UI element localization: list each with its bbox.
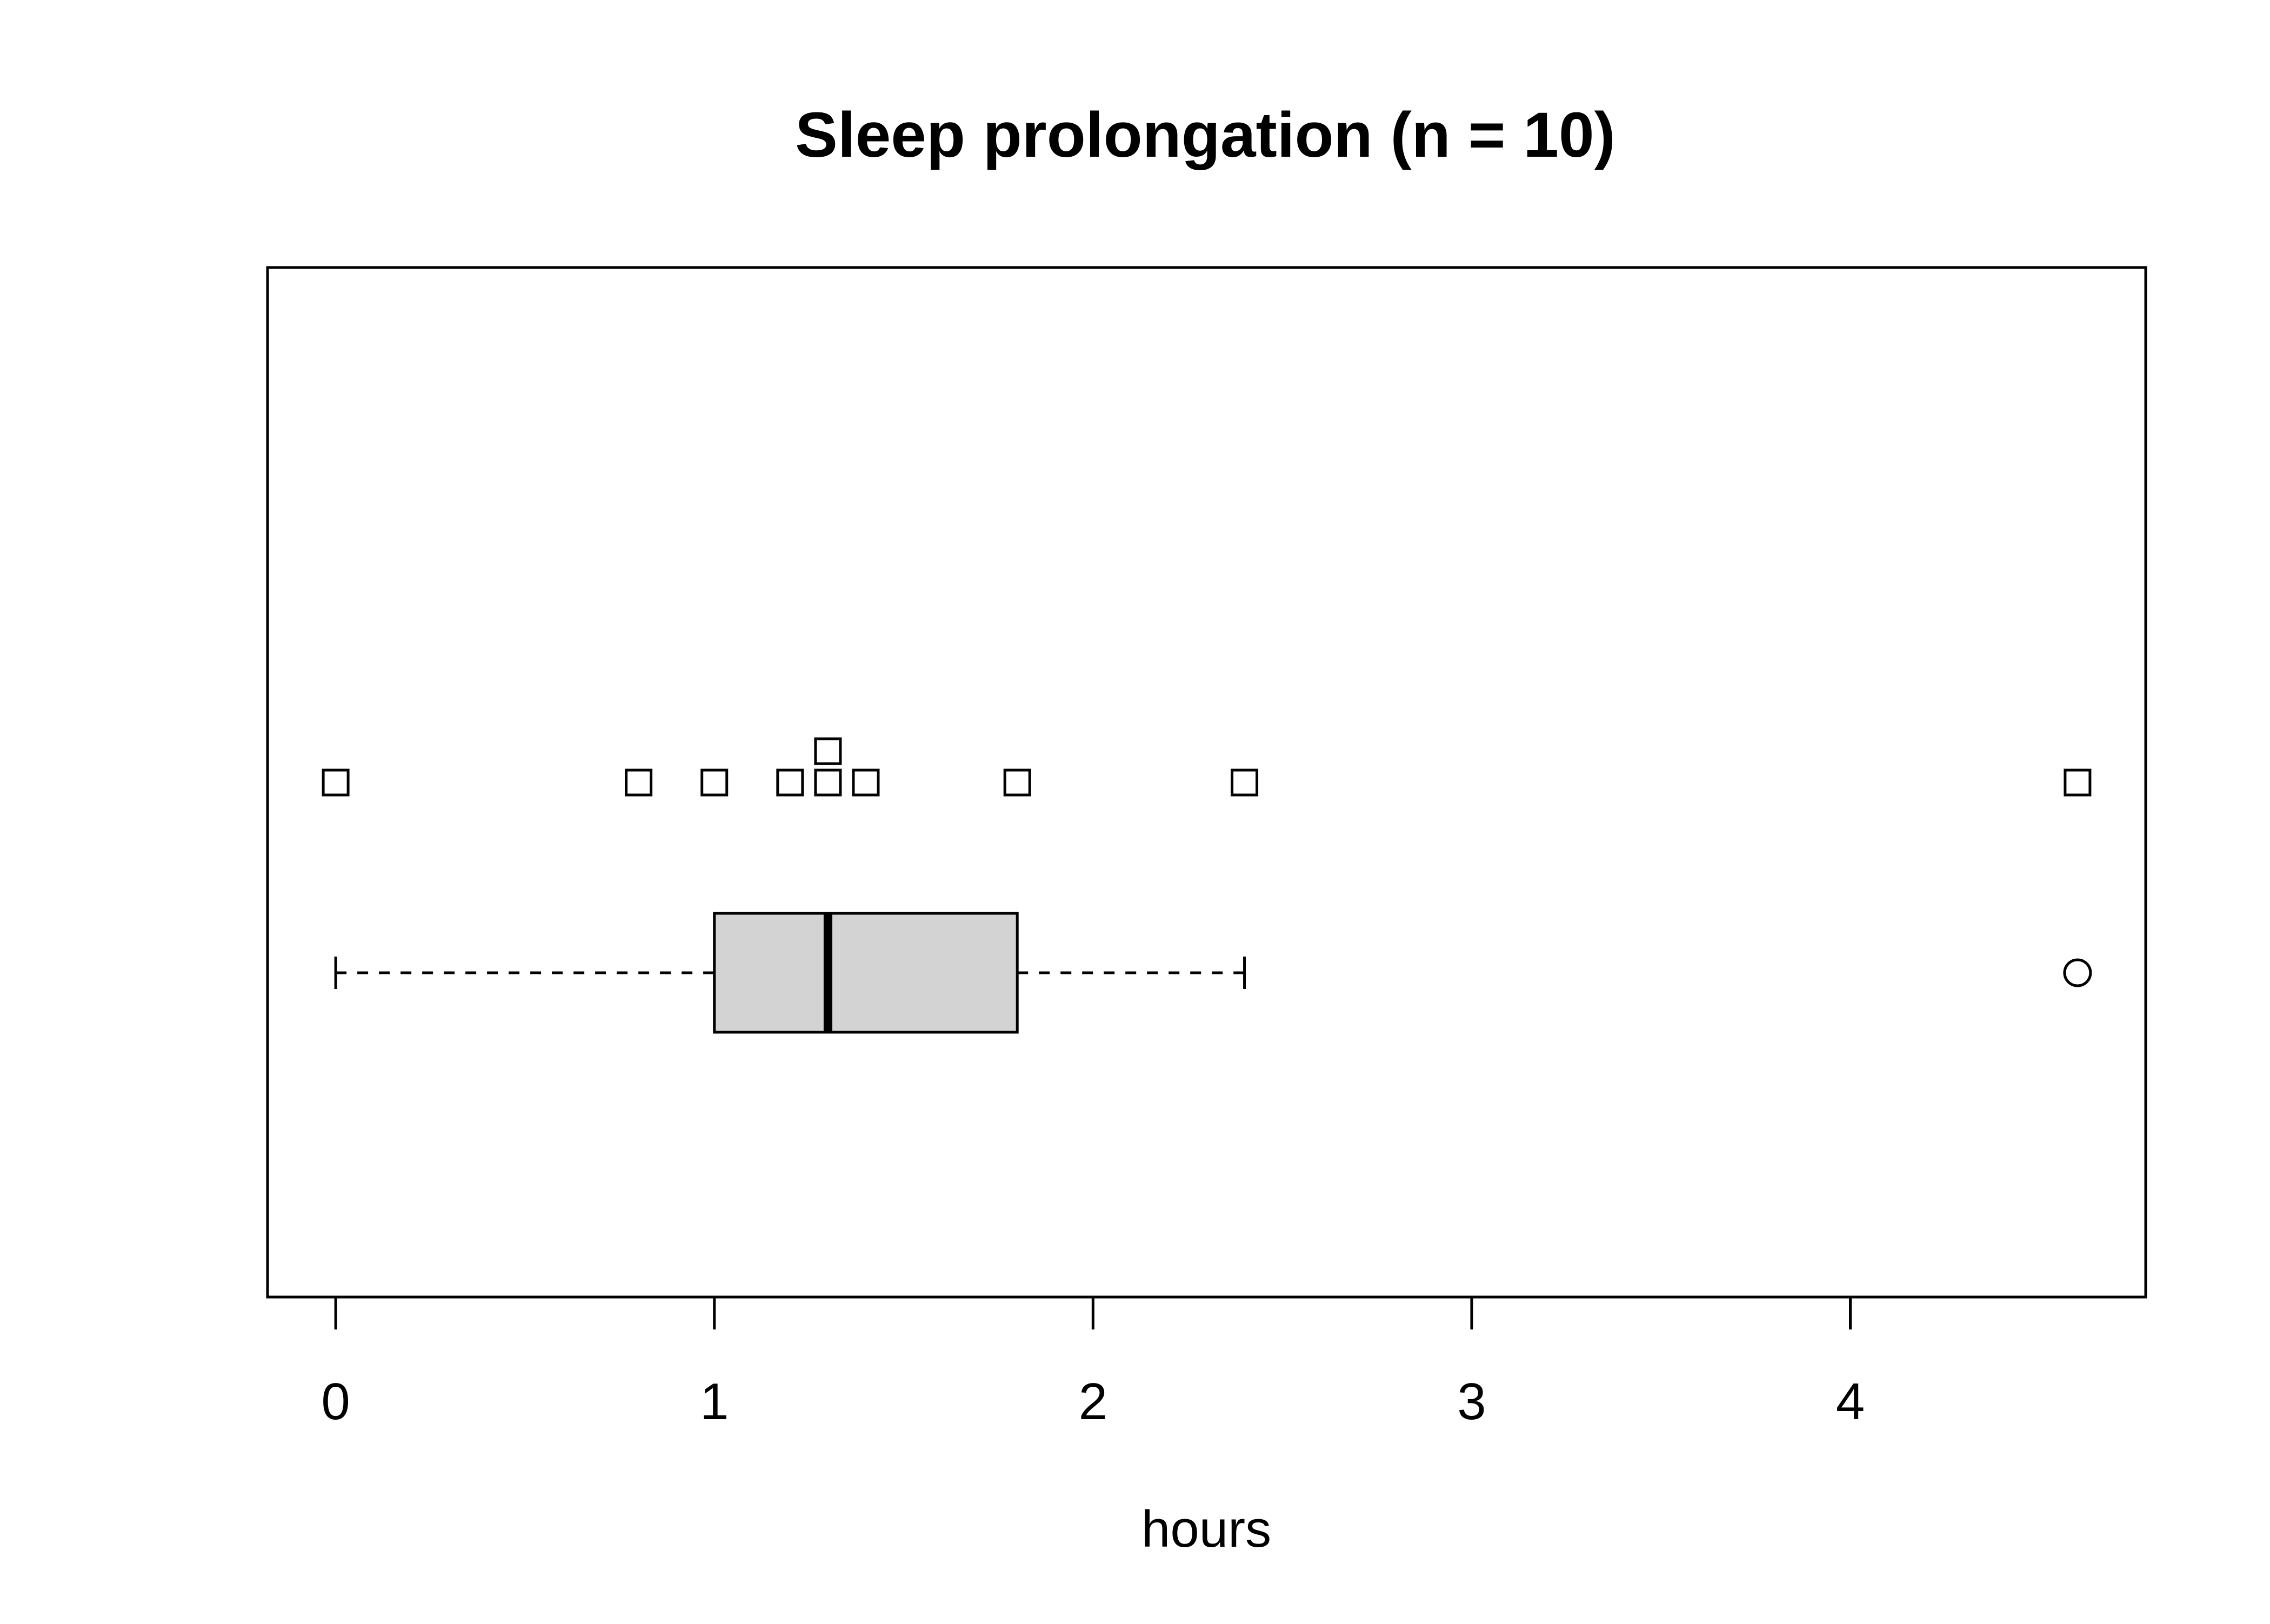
strip-point bbox=[814, 768, 842, 797]
strip-point bbox=[776, 768, 804, 797]
strip-points bbox=[322, 737, 2092, 797]
strip-point bbox=[1003, 768, 1031, 797]
x-tick-label: 3 bbox=[1457, 1373, 1486, 1431]
x-tick-label: 1 bbox=[700, 1373, 729, 1431]
boxplot bbox=[334, 912, 2092, 1034]
outlier-point bbox=[2063, 958, 2092, 987]
strip-point bbox=[700, 768, 729, 797]
strip-point bbox=[1231, 768, 1259, 797]
plot-frame bbox=[266, 266, 2147, 1299]
x-tick-label: 0 bbox=[321, 1373, 350, 1431]
x-axis-label: hours bbox=[1141, 1500, 1271, 1558]
x-tick-label: 4 bbox=[1836, 1373, 1865, 1431]
strip-point bbox=[814, 737, 842, 765]
strip-point bbox=[625, 768, 653, 797]
strip-point bbox=[2064, 768, 2092, 797]
strip-point bbox=[322, 768, 350, 797]
chart-title: Sleep prolongation (n = 10) bbox=[795, 99, 1615, 171]
x-axis: 0 1 2 3 4 bbox=[321, 1297, 1865, 1431]
x-tick-label: 2 bbox=[1079, 1373, 1107, 1431]
iqr-box bbox=[713, 912, 1019, 1034]
strip-point bbox=[852, 768, 880, 797]
